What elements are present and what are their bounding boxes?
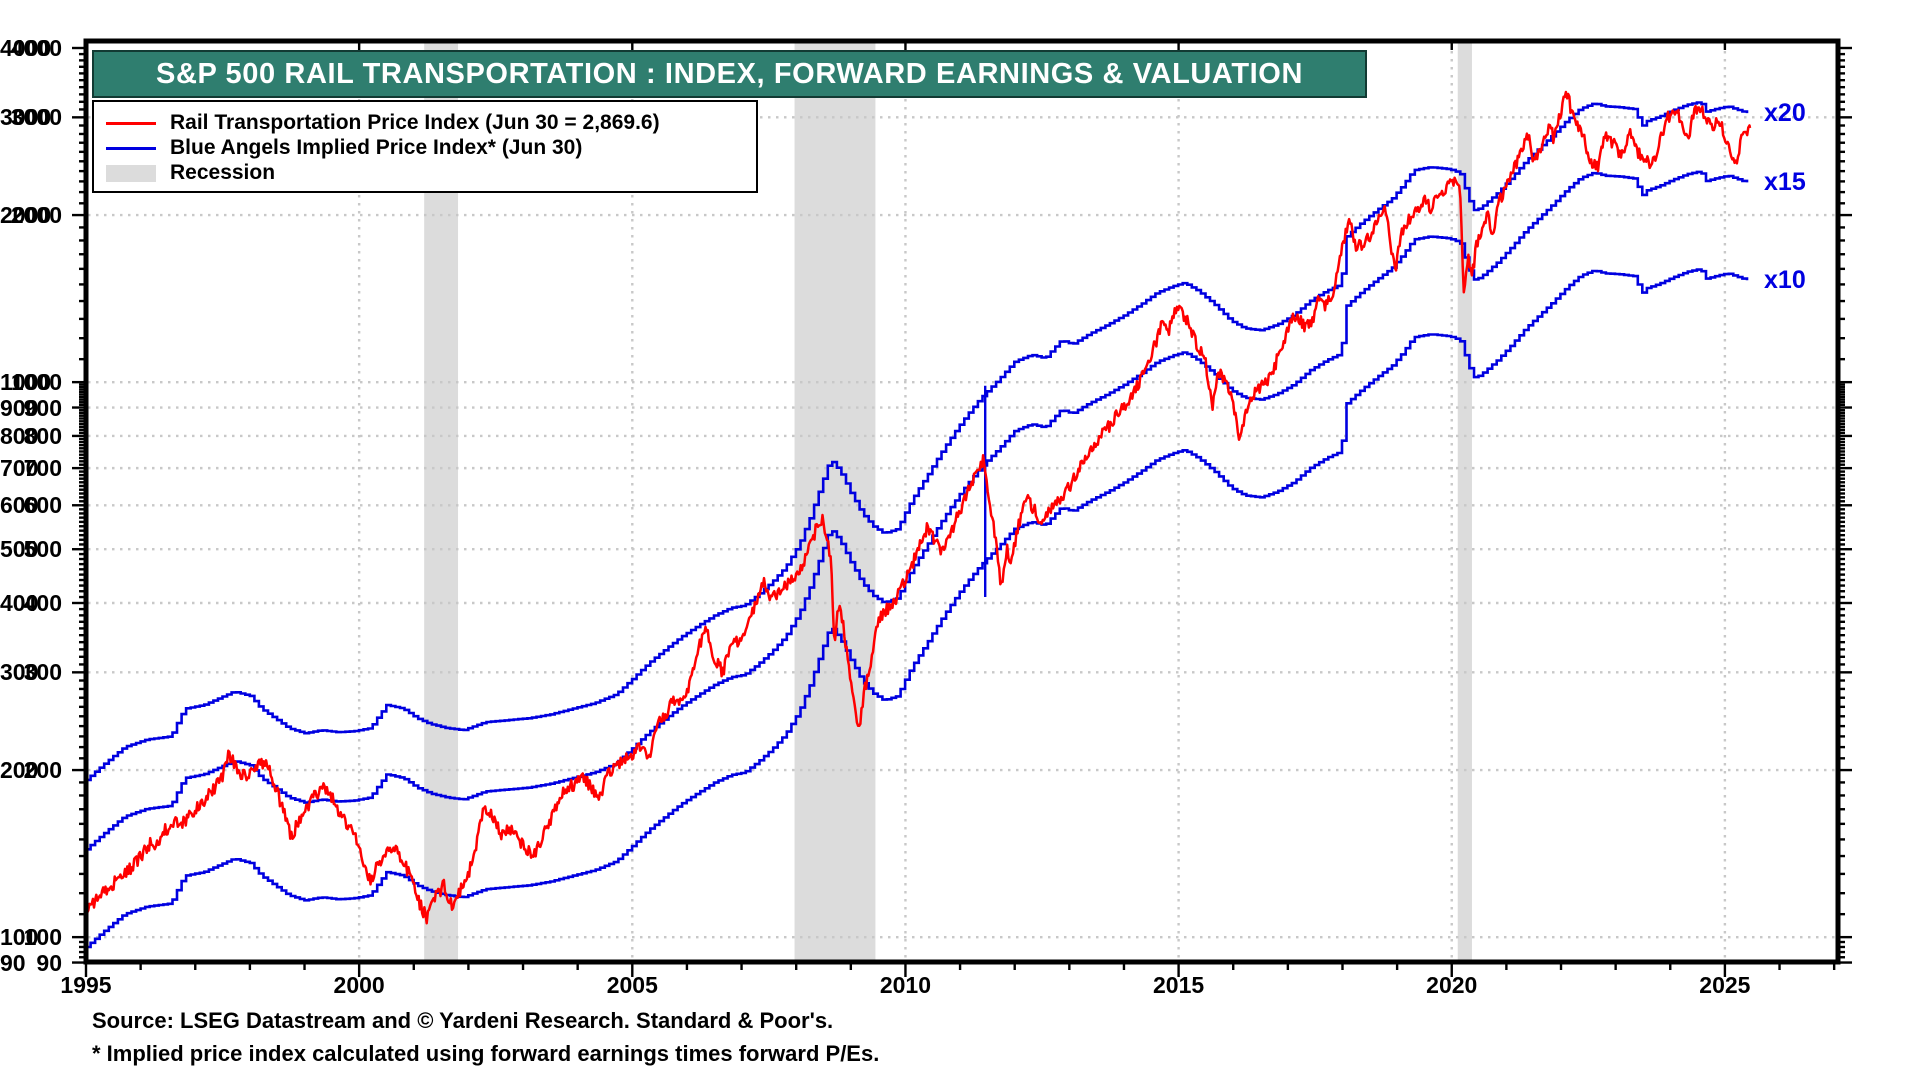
chart-title: S&P 500 RAIL TRANSPORTATION : INDEX, FOR… (156, 57, 1303, 90)
y-tick-label: 500 (23, 536, 62, 563)
red-line-swatch-icon (106, 121, 156, 125)
legend-item-price-index: Rail Transportation Price Index (Jun 30 … (106, 111, 660, 135)
chart-title-bar: S&P 500 RAIL TRANSPORTATION : INDEX, FOR… (92, 50, 1367, 98)
x-tick-label: 2015 (1153, 972, 1205, 998)
y-tick-label: 300 (23, 659, 62, 686)
y-tick-label: 800 (0, 422, 39, 449)
y-tick-label: 90 (36, 949, 62, 976)
x-tick-label: 2010 (879, 972, 932, 998)
y-tick-label: 600 (0, 492, 39, 519)
legend: Rail Transportation Price Index (Jun 30 … (92, 100, 758, 193)
y-tick-label: 90 (0, 949, 26, 976)
blue-line-swatch-icon (106, 146, 156, 150)
legend-item-blue-angels: Blue Angels Implied Price Index* (Jun 30… (106, 136, 582, 160)
y-tick-label: 1000 (0, 369, 52, 396)
y-tick-label: 400 (0, 590, 39, 616)
y-tick-label: 500 (0, 536, 39, 563)
legend-item-recession: Recession (106, 161, 275, 185)
source-note: Source: LSEG Datastream and © Yardeni Re… (92, 1008, 834, 1033)
y-tick-label: 100 (0, 924, 39, 951)
multiple-label-x10: x10 (1764, 266, 1806, 295)
y-tick-label: 400 (23, 590, 62, 616)
y-tick-label: 4000 (10, 35, 62, 61)
y-tick-label: 900 (23, 394, 62, 421)
y-tick-label: 700 (23, 455, 62, 482)
footnote: * Implied price index calculated using f… (92, 1041, 880, 1066)
x-tick-label: 1995 (60, 972, 112, 998)
legend-label: Rail Transportation Price Index (Jun 30 … (170, 111, 660, 134)
multiple-label-x20: x20 (1764, 99, 1806, 128)
y-tick-label: 2000 (10, 202, 62, 229)
y-tick-label: 3000 (10, 104, 62, 131)
y-tick-label: 100 (23, 924, 62, 951)
y-tick-label: 4000 (0, 35, 52, 61)
y-tick-label: 900 (0, 394, 39, 421)
y-tick-label: 200 (0, 757, 39, 784)
y-tick-label: 700 (0, 455, 39, 482)
y-tick-label: 3000 (0, 104, 52, 131)
multiple-label-x15: x15 (1764, 168, 1806, 197)
y-tick-label: 2000 (0, 202, 52, 229)
y-tick-label: 200 (23, 757, 62, 784)
legend-label: Blue Angels Implied Price Index* (Jun 30… (170, 136, 583, 159)
x-tick-label: 2025 (1699, 972, 1751, 998)
y-tick-label: 800 (23, 422, 62, 449)
y-tick-label: 300 (0, 659, 39, 686)
legend-label: Recession (170, 161, 276, 184)
x-tick-label: 2000 (333, 972, 385, 998)
y-tick-label: 1000 (10, 369, 62, 396)
x-tick-label: 2005 (606, 972, 658, 998)
y-tick-label: 600 (23, 492, 62, 519)
recession-swatch-icon (106, 164, 156, 182)
x-tick-label: 2020 (1426, 972, 1478, 998)
